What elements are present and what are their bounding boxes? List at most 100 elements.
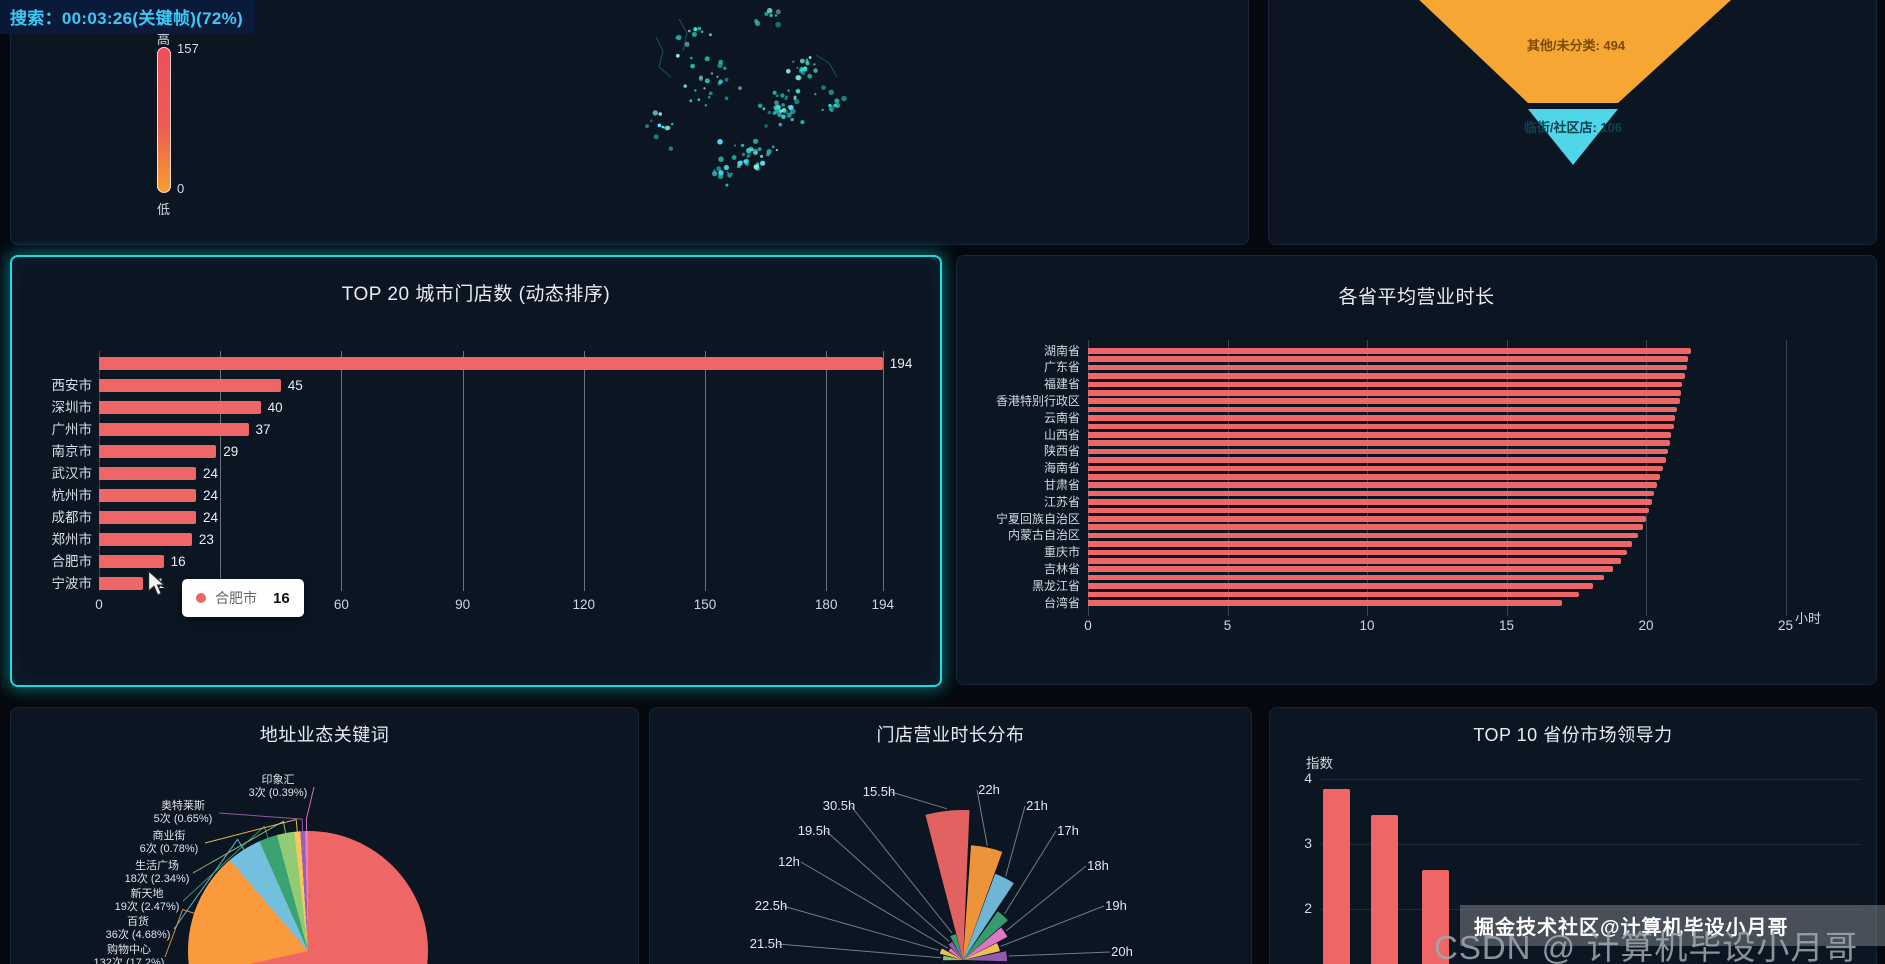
rose-petal[interactable] [948,941,964,960]
bar-province[interactable] [1088,356,1688,362]
bar-province[interactable] [1088,474,1660,480]
map-dot [775,148,779,152]
rose-petal[interactable] [963,943,1000,960]
rose-leader-line [777,943,942,959]
map-dot [657,123,662,128]
search-status-bar[interactable]: 搜索：00:03:26(关键帧)(72%) [0,0,256,34]
map-dot [774,14,778,17]
rose-title: 门店营业时长分布 [876,725,1025,745]
bar-province[interactable] [1088,499,1652,505]
top20-tooltip: 合肥市 16 [182,579,304,617]
value-label: 45 [287,377,303,393]
rose-petal[interactable] [963,845,1003,960]
bar-province[interactable] [1088,457,1666,463]
top10-title: TOP 10 省份市场领导力 [1473,725,1673,745]
rose-petal[interactable] [963,951,1008,962]
map-dot [737,160,743,167]
pie-title: 地址业态关键词 [259,725,390,745]
bar-city[interactable] [99,400,261,414]
bar-city[interactable] [99,576,144,590]
bar-province-leadership[interactable] [1371,814,1398,964]
bar-city[interactable] [99,554,164,568]
value-label: 29 [223,443,239,459]
bar-province[interactable] [1088,364,1687,371]
map-dot [790,108,796,114]
rose-petal[interactable] [950,934,963,960]
bar-province[interactable] [1088,591,1579,598]
bar-province[interactable] [1088,415,1676,421]
rose-leader-line [890,791,948,810]
bar-city[interactable] [99,422,249,436]
bar-province[interactable] [1088,440,1670,446]
bar-city[interactable] [99,444,217,458]
rose-label: 12h [778,854,800,869]
rose-petal[interactable] [939,948,963,961]
bar-province[interactable] [1088,432,1672,438]
map-dot [807,73,813,79]
funnel-segment-other[interactable] [1376,0,1776,103]
bar-province[interactable] [1088,465,1663,472]
bar-province[interactable] [1088,583,1593,589]
bar-city[interactable] [99,488,196,502]
bar-province[interactable] [1088,373,1686,379]
map-dot [687,29,691,33]
category-label: 黑龙江省 [1031,578,1080,593]
rose-petal[interactable] [942,955,963,961]
rose-petal[interactable] [925,809,970,960]
bar-city[interactable] [99,466,196,480]
pie-label: 印象汇 3次 (0.39%) [233,774,323,800]
y-tick-label: 3 [1304,835,1312,851]
bar-province[interactable] [1088,524,1644,530]
bar-city[interactable] [99,532,192,546]
bar-province-leadership[interactable] [1323,788,1350,964]
category-label: 吉林省 [1043,561,1080,576]
bar-city[interactable] [99,356,883,370]
bar-province[interactable] [1088,574,1605,581]
rose-petal[interactable] [963,927,1008,961]
funnel-svg[interactable] [1269,0,1876,244]
map-dot [774,108,780,114]
rose-petal[interactable] [948,948,964,960]
bar-province[interactable] [1088,490,1655,497]
bar-province[interactable] [1088,541,1632,547]
map-scatter-svg[interactable] [11,0,1248,244]
bar-province[interactable] [1088,381,1683,388]
bar-province[interactable] [1088,507,1649,514]
map-dot [814,93,817,96]
bar-province[interactable] [1088,423,1674,430]
bar-province[interactable] [1088,482,1658,488]
x-tick-label: 10 [1359,618,1375,633]
top20-title: TOP 20 城市门店数 (动态排序) [341,284,611,305]
bar-province-leadership[interactable] [1422,870,1449,964]
bar-province[interactable] [1088,398,1680,404]
bar-province[interactable] [1088,390,1681,396]
map-dot [683,84,687,88]
top20-plot[interactable]: 0306090120150180194194西安市45深圳市40广州市37南京市… [12,257,940,685]
bar-city[interactable] [99,378,281,392]
rose-petal[interactable] [963,911,1008,960]
pie-leader-line [192,820,287,874]
map-dot [821,108,824,111]
rose-label: 15.5h [863,784,896,799]
pie-leader-line [204,818,298,844]
bar-province[interactable] [1088,566,1613,572]
bar-province[interactable] [1088,532,1638,539]
bar-province[interactable] [1088,448,1669,455]
x-tick-label: 15 [1498,618,1515,633]
rose-petal[interactable] [963,873,1014,960]
visualmap-gradient-bar[interactable] [157,47,171,193]
bar-province[interactable] [1088,406,1677,413]
bar-city[interactable] [99,510,196,524]
province-plot[interactable]: 0 5 10 15 20 25 湖南省 广东省 福建省 香港特别行政区 云南省 山西省 陕西省 海南省 甘肃… [957,256,1876,684]
bar-province[interactable] [1088,348,1691,354]
bar-province[interactable] [1088,516,1646,522]
bar-province[interactable] [1088,549,1627,556]
map-dot [740,143,745,148]
map-dot [800,120,805,125]
rose-svg[interactable]: 21.5h 22.5h 12h 19.5h 30.5h 15.5h 22h 21h 17h 18h… [650,708,1251,964]
funnel-segment-street[interactable] [1528,109,1618,165]
map-dot [777,112,782,118]
bar-province[interactable] [1088,558,1621,564]
bar-province[interactable] [1088,600,1563,606]
